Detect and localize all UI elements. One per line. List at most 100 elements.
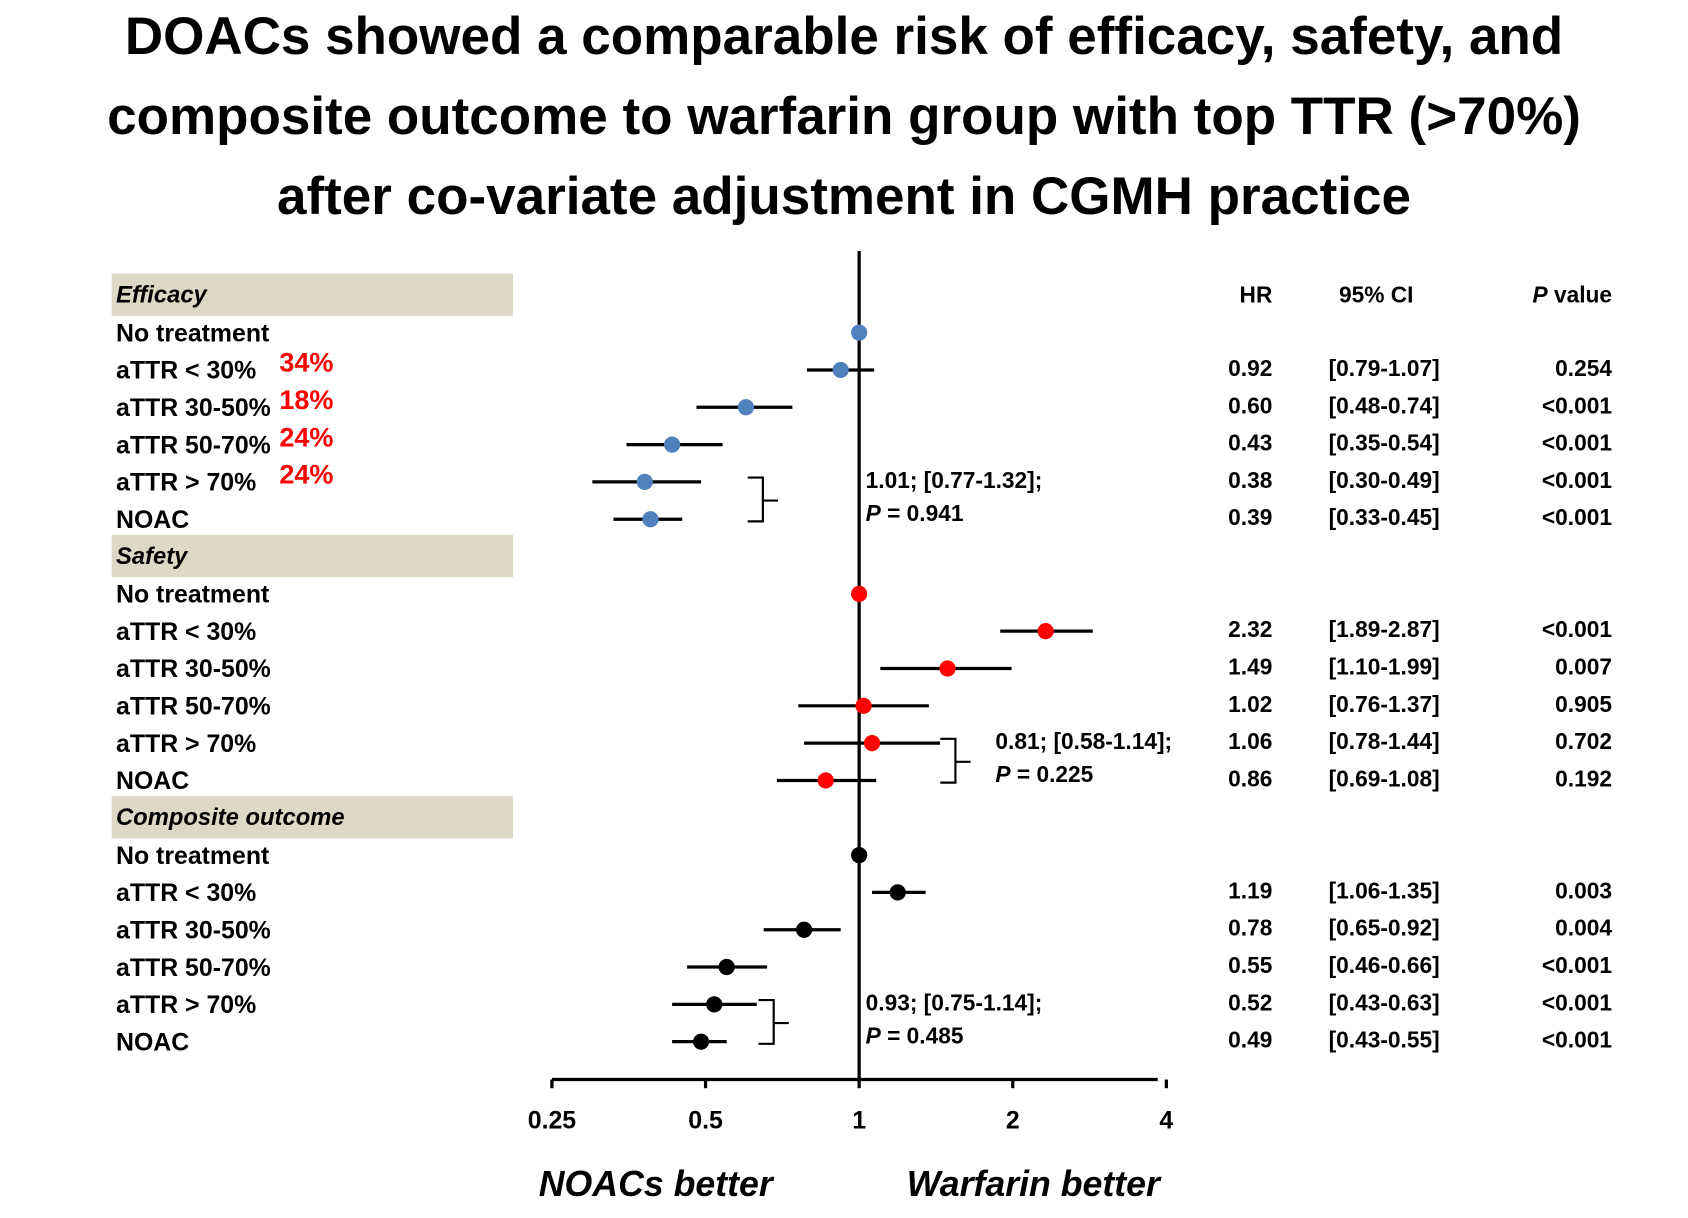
row-label: aTTR 50-70% xyxy=(116,431,271,459)
p-symbol: P xyxy=(866,500,882,526)
p-value: 0.192 xyxy=(1555,765,1612,791)
ci-value: [0.48-0.74] xyxy=(1329,392,1440,418)
bracket xyxy=(747,476,779,523)
ci-value: [0.65-0.92] xyxy=(1329,915,1440,941)
row-label: NOAC xyxy=(116,1028,189,1056)
p-value: <0.001 xyxy=(1542,989,1612,1015)
axis-label: Warfarin better xyxy=(907,1164,1162,1204)
bracket xyxy=(758,998,789,1045)
x-tick-label: 4 xyxy=(1159,1106,1173,1134)
p-text: = 0.941 xyxy=(887,500,963,526)
title-line: composite outcome to warfarin group with… xyxy=(107,87,1581,146)
ci-value: [0.33-0.45] xyxy=(1329,504,1440,530)
row-label: aTTR 30-50% xyxy=(116,655,271,683)
column-header: HR xyxy=(1240,281,1273,307)
hr-value: 1.49 xyxy=(1228,653,1272,679)
ci-value: [1.89-2.87] xyxy=(1329,616,1440,642)
p-symbol: P xyxy=(1532,281,1548,307)
comparison-p: P = 0.485 xyxy=(866,1022,964,1048)
ci-value: [0.35-0.54] xyxy=(1329,430,1440,456)
comparison-text: 0.93; [0.75-1.14]; xyxy=(866,989,1043,1015)
row-label: aTTR < 30% xyxy=(116,879,256,907)
bracket xyxy=(940,737,971,784)
title-line: DOACs showed a comparable risk of effica… xyxy=(125,7,1563,66)
group-header: Composite outcome xyxy=(116,804,345,831)
p-value: <0.001 xyxy=(1542,504,1612,530)
row-label: aTTR > 70% xyxy=(116,469,256,497)
axis-label: NOACs better xyxy=(539,1164,775,1204)
column-header: P value xyxy=(1532,281,1612,307)
ci-value: [0.43-0.55] xyxy=(1329,1027,1440,1053)
p-value: 0.702 xyxy=(1555,728,1612,754)
row-label: NOAC xyxy=(116,767,189,795)
ci-value: [0.30-0.49] xyxy=(1329,467,1440,493)
p-text: = 0.225 xyxy=(1017,761,1093,787)
ci-value: [0.79-1.07] xyxy=(1329,355,1440,381)
annotation: 18% xyxy=(279,385,333,415)
p-value: 0.905 xyxy=(1555,691,1612,717)
hr-value: 1.02 xyxy=(1228,691,1272,717)
point xyxy=(642,511,659,528)
row-label: No treatment xyxy=(116,842,269,870)
p-word: value xyxy=(1554,281,1612,307)
row-label: NOAC xyxy=(116,506,189,534)
annotation: 34% xyxy=(279,348,333,378)
point xyxy=(718,958,735,976)
hr-value: 0.52 xyxy=(1228,989,1272,1015)
x-tick-label: 0.5 xyxy=(688,1106,723,1134)
hr-value: 1.06 xyxy=(1228,728,1272,754)
row-label: aTTR < 30% xyxy=(116,357,256,385)
ci-value: [1.06-1.35] xyxy=(1329,877,1440,903)
comparison-p: P = 0.941 xyxy=(866,500,964,526)
hr-value: 0.55 xyxy=(1228,952,1272,978)
point xyxy=(855,697,872,714)
ci-value: [0.69-1.08] xyxy=(1329,765,1440,791)
x-tick-label: 2 xyxy=(1006,1106,1020,1134)
point xyxy=(817,772,834,789)
point xyxy=(1037,623,1054,640)
comparison-text: 1.01; [0.77-1.32]; xyxy=(866,467,1043,493)
hr-value: 0.86 xyxy=(1228,765,1272,791)
p-text: = 0.485 xyxy=(887,1022,963,1048)
ci-value: [0.76-1.37] xyxy=(1329,691,1440,717)
hr-value: 0.39 xyxy=(1228,504,1272,530)
x-tick-label: 1 xyxy=(852,1106,866,1134)
point xyxy=(939,660,956,677)
row-label: No treatment xyxy=(116,581,269,609)
point xyxy=(795,921,813,938)
p-symbol: P xyxy=(866,1022,882,1048)
p-value: <0.001 xyxy=(1542,952,1612,978)
annotation: 24% xyxy=(279,460,333,490)
p-value: <0.001 xyxy=(1542,430,1612,456)
group-header: Efficacy xyxy=(116,282,209,309)
p-value: 0.254 xyxy=(1555,355,1612,381)
row-label: aTTR < 30% xyxy=(116,618,256,646)
point xyxy=(863,735,881,752)
point xyxy=(832,361,849,379)
point xyxy=(851,846,868,864)
row-label: aTTR 30-50% xyxy=(116,394,271,422)
title-line: after co-variate adjustment in CGMH prac… xyxy=(277,167,1411,226)
point xyxy=(851,324,868,341)
group-band xyxy=(111,273,513,316)
column-header: 95% CI xyxy=(1339,281,1413,307)
row-label: No treatment xyxy=(116,319,269,347)
ci-value: [0.78-1.44] xyxy=(1329,728,1440,754)
point xyxy=(692,1033,710,1050)
point xyxy=(851,585,868,602)
hr-value: 0.49 xyxy=(1228,1027,1272,1053)
ci-value: [0.46-0.66] xyxy=(1329,952,1440,978)
hr-value: 0.78 xyxy=(1228,915,1272,941)
hr-value: 1.19 xyxy=(1228,877,1272,903)
p-value: <0.001 xyxy=(1542,392,1612,418)
row-label: aTTR 30-50% xyxy=(116,916,271,944)
hr-value: 2.32 xyxy=(1228,616,1272,642)
ci-value: [1.10-1.99] xyxy=(1329,653,1440,679)
point xyxy=(664,436,681,453)
point xyxy=(706,996,723,1013)
p-value: 0.003 xyxy=(1555,877,1612,903)
point xyxy=(889,884,906,901)
group-band xyxy=(111,534,513,578)
row-label: aTTR 50-70% xyxy=(116,954,271,982)
